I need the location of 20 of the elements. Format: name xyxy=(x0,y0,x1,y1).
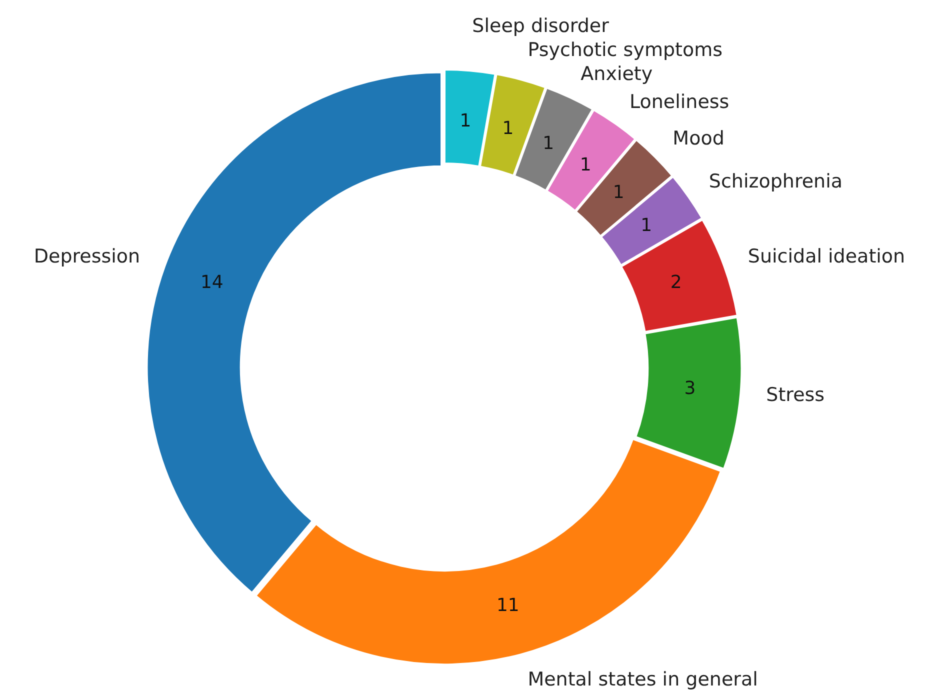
data-label: 2 xyxy=(670,272,682,294)
data-label: 1 xyxy=(580,154,592,176)
slice-label: Depression xyxy=(34,245,140,268)
slice-label: Psychotic symptoms xyxy=(528,38,722,61)
slice-label: Anxiety xyxy=(580,62,653,85)
data-label: 1 xyxy=(460,110,472,132)
data-label: 1 xyxy=(612,182,624,204)
slice-label: Mood xyxy=(672,127,724,150)
data-label: 1 xyxy=(640,215,652,236)
slice-label: Stress xyxy=(766,384,825,406)
slice-label: Sleep disorder xyxy=(472,14,610,37)
slice-label: Loneliness xyxy=(629,91,730,114)
data-label: 14 xyxy=(200,272,224,294)
slice-label: Mental states in general xyxy=(528,668,758,690)
data-label: 1 xyxy=(542,132,554,154)
data-label: 11 xyxy=(496,595,520,616)
data-label: 3 xyxy=(684,378,696,400)
slice-label: Schizophrenia xyxy=(708,170,842,192)
slice-label: Suicidal ideation xyxy=(748,245,906,268)
data-label: 1 xyxy=(502,118,514,140)
